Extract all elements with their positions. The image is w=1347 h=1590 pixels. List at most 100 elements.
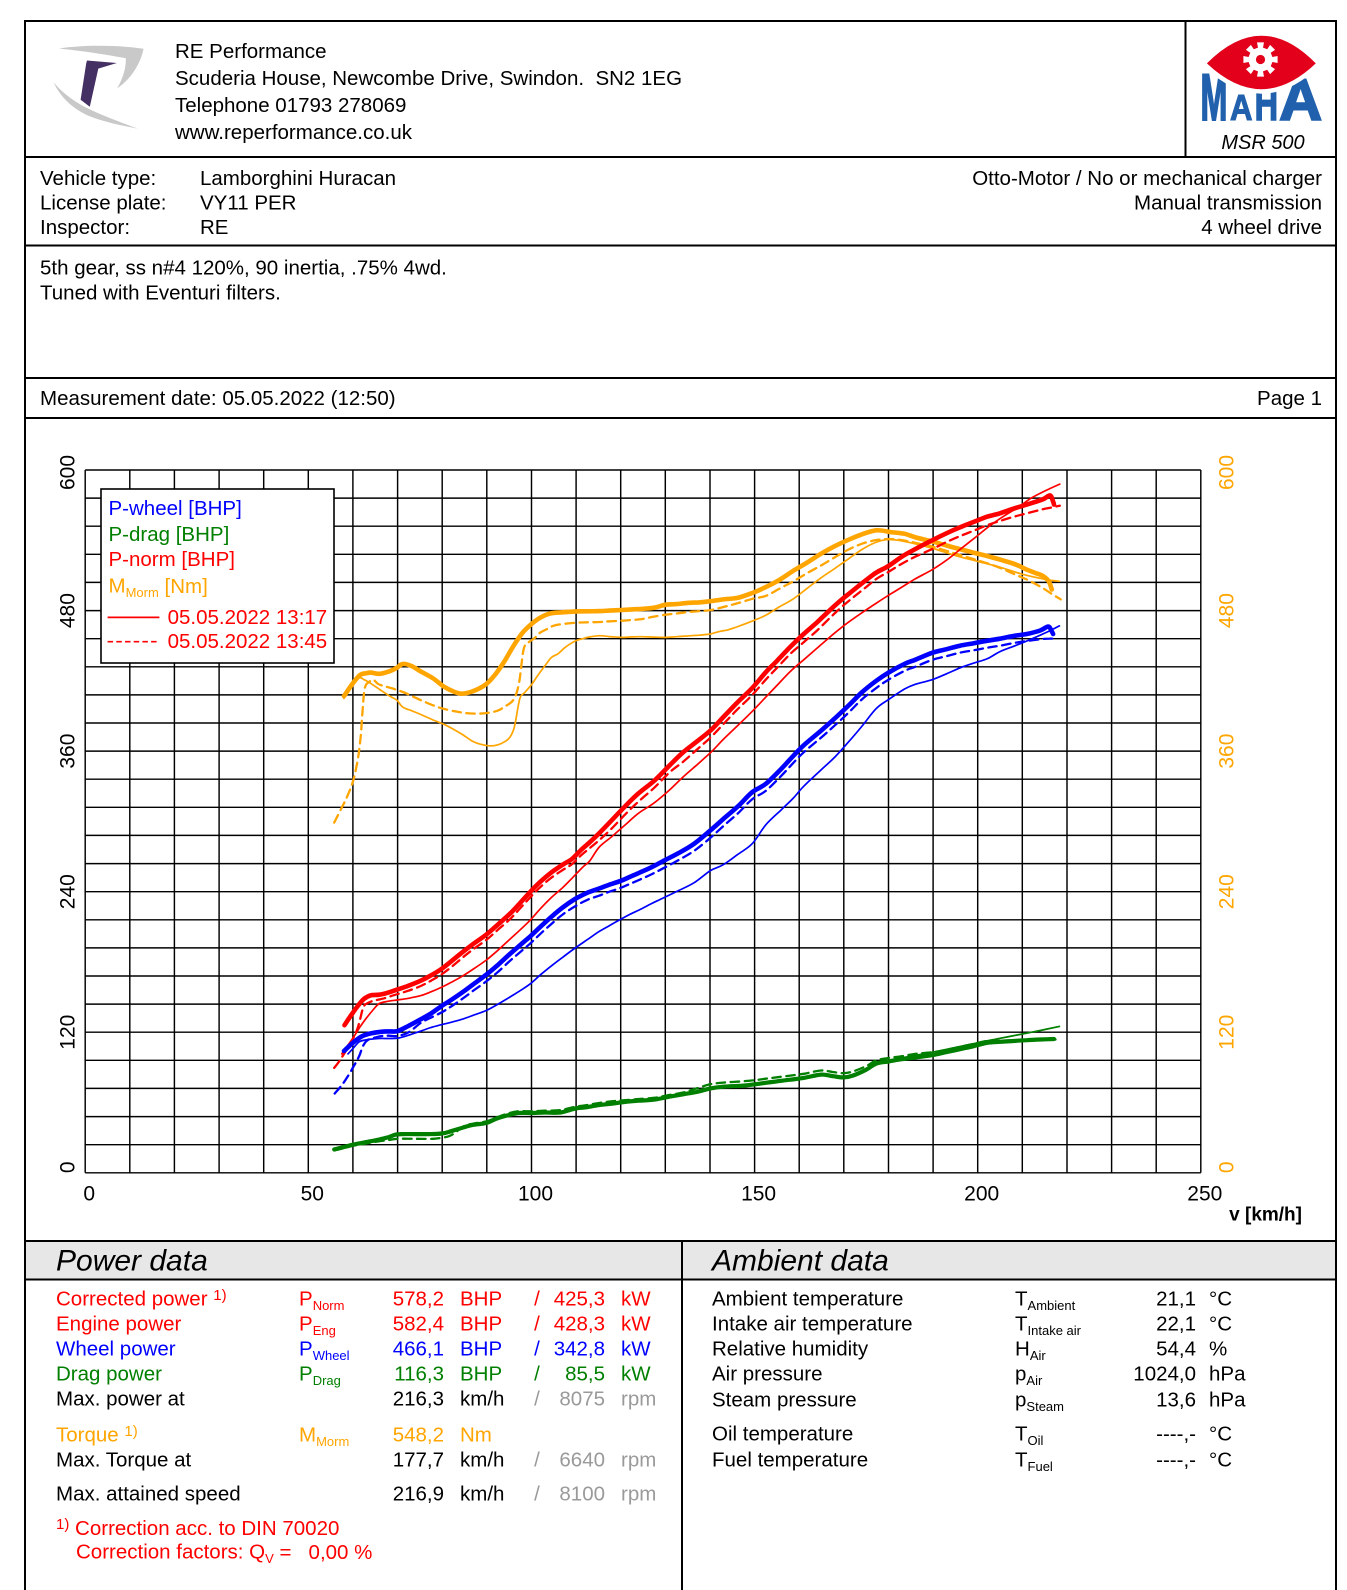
svg-text:Corrected power 1): Corrected power 1) (56, 1287, 227, 1311)
svg-text:Lamborghini Huracan: Lamborghini Huracan (200, 167, 396, 190)
svg-text:/: / (534, 1313, 540, 1336)
svg-text:P-drag [BHP]: P-drag [BHP] (109, 523, 230, 546)
svg-text:0: 0 (1216, 1161, 1239, 1173)
svg-text:MSR 500: MSR 500 (1221, 132, 1304, 154)
svg-text:480: 480 (1216, 593, 1239, 628)
svg-text:120: 120 (1216, 1015, 1239, 1050)
svg-text:PEng: PEng (299, 1313, 336, 1338)
svg-text:480: 480 (57, 593, 80, 628)
svg-text:428,3: 428,3 (554, 1313, 605, 1336)
svg-text:P-norm [BHP]: P-norm [BHP] (109, 548, 235, 571)
svg-text:MMorm [Nm]: MMorm [Nm] (109, 575, 208, 600)
svg-text:/: / (534, 1338, 540, 1361)
svg-text:Otto-Motor / No or mechanical: Otto-Motor / No or mechanical charger (972, 167, 1322, 190)
svg-text:rpm: rpm (621, 1483, 656, 1506)
svg-text:200: 200 (964, 1183, 999, 1206)
svg-text:/: / (534, 1288, 540, 1311)
svg-text:Air pressure: Air pressure (712, 1363, 823, 1386)
svg-text:----,-: ----,- (1156, 1423, 1196, 1446)
svg-text:1024,0: 1024,0 (1133, 1363, 1196, 1386)
svg-text:Torque 1): Torque 1) (56, 1423, 138, 1447)
svg-text:0: 0 (83, 1183, 95, 1206)
svg-text:Steam pressure: Steam pressure (712, 1389, 857, 1412)
svg-text:Inspector:: Inspector: (40, 216, 130, 239)
svg-text:54,4: 54,4 (1156, 1338, 1196, 1361)
svg-text:hPa: hPa (1209, 1389, 1246, 1412)
svg-text:PWheel: PWheel (299, 1338, 350, 1363)
svg-text:Engine power: Engine power (56, 1313, 182, 1336)
svg-text:TIntake air: TIntake air (1015, 1313, 1082, 1338)
svg-text:License plate:: License plate: (40, 192, 167, 215)
svg-text:Relative humidity: Relative humidity (712, 1338, 869, 1361)
svg-text:RE Performance: RE Performance (175, 40, 327, 63)
svg-text:km/h: km/h (460, 1483, 504, 1506)
svg-text:www.reperformance.co.uk: www.reperformance.co.uk (174, 121, 413, 144)
svg-text:582,4: 582,4 (393, 1313, 444, 1336)
svg-text:50: 50 (301, 1183, 324, 1206)
svg-text:Drag power: Drag power (56, 1363, 162, 1386)
svg-text:kW: kW (621, 1313, 651, 1336)
svg-text:----,-: ----,- (1156, 1449, 1196, 1472)
svg-text:466,1: 466,1 (393, 1338, 444, 1361)
svg-text:342,8: 342,8 (554, 1338, 605, 1361)
svg-text:Scuderia House, Newcombe Drive: Scuderia House, Newcombe Drive, Swindon.… (175, 67, 682, 90)
svg-text:8100: 8100 (559, 1483, 605, 1506)
svg-text:rpm: rpm (621, 1449, 656, 1472)
svg-text:Wheel power: Wheel power (56, 1338, 176, 1361)
svg-text:Nm: Nm (460, 1424, 492, 1447)
svg-text:Ambient data: Ambient data (710, 1245, 889, 1278)
svg-text:km/h: km/h (460, 1388, 504, 1411)
svg-text:PNorm: PNorm (299, 1288, 344, 1313)
svg-text:240: 240 (57, 874, 80, 909)
svg-text:BHP: BHP (460, 1338, 502, 1361)
svg-text:TFuel: TFuel (1015, 1449, 1053, 1474)
svg-text:/: / (534, 1388, 540, 1411)
svg-text:Max. attained speed: Max. attained speed (56, 1483, 241, 1506)
svg-text:Telephone 01793 278069: Telephone 01793 278069 (175, 94, 406, 117)
svg-text:Correction factors: QV = 0,0: Correction factors: QV = 0,00 % (76, 1541, 372, 1566)
svg-text:Tuned with Eventuri filters.: Tuned with Eventuri filters. (40, 282, 281, 305)
svg-text:Intake air temperature: Intake air temperature (712, 1313, 913, 1336)
svg-text:Page 1: Page 1 (1257, 387, 1322, 410)
svg-text:Power data: Power data (56, 1245, 208, 1278)
svg-text:85,5: 85,5 (565, 1363, 605, 1386)
svg-text:rpm: rpm (621, 1388, 656, 1411)
svg-text:Ambient temperature: Ambient temperature (712, 1288, 903, 1311)
svg-text:Vehicle type:: Vehicle type: (40, 167, 156, 190)
svg-text:8075: 8075 (559, 1388, 605, 1411)
svg-text:5th gear, ss n#4 120%, 90 iner: 5th gear, ss n#4 120%, 90 inertia, .75% … (40, 257, 447, 280)
svg-text:pSteam: pSteam (1015, 1389, 1064, 1414)
svg-text:/: / (534, 1449, 540, 1472)
svg-text:BHP: BHP (460, 1313, 502, 1336)
svg-text:Max. power at: Max. power at (56, 1388, 185, 1411)
svg-text:/: / (534, 1363, 540, 1386)
svg-text:v [km/h]: v [km/h] (1229, 1205, 1302, 1226)
svg-text:21,1: 21,1 (1156, 1288, 1196, 1311)
svg-text:hPa: hPa (1209, 1363, 1246, 1386)
svg-text:425,3: 425,3 (554, 1288, 605, 1311)
svg-text:250: 250 (1187, 1183, 1222, 1206)
svg-text:13,6: 13,6 (1156, 1389, 1196, 1412)
svg-text:kW: kW (621, 1288, 651, 1311)
svg-text:1) Correction acc. to DIN 7002: 1) Correction acc. to DIN 70020 (56, 1516, 339, 1540)
svg-text:05.05.2022 13:17: 05.05.2022 13:17 (168, 606, 328, 629)
svg-text:600: 600 (57, 455, 80, 490)
svg-text:°C: °C (1209, 1288, 1232, 1311)
svg-text:6640: 6640 (559, 1449, 605, 1472)
svg-text:240: 240 (1216, 874, 1239, 909)
svg-text:216,3: 216,3 (393, 1388, 444, 1411)
svg-text:°C: °C (1209, 1449, 1232, 1472)
svg-text:°C: °C (1209, 1423, 1232, 1446)
svg-text:548,2: 548,2 (393, 1424, 444, 1447)
svg-text:%: % (1209, 1338, 1227, 1361)
svg-text:TOil: TOil (1015, 1423, 1044, 1448)
svg-text:A: A (1230, 88, 1252, 129)
svg-text:pAir: pAir (1015, 1363, 1043, 1388)
svg-text:kW: kW (621, 1338, 651, 1361)
svg-text:0: 0 (57, 1161, 80, 1173)
svg-text:600: 600 (1216, 455, 1239, 490)
svg-text:Manual transmission: Manual transmission (1134, 192, 1322, 215)
svg-text:Oil temperature: Oil temperature (712, 1423, 853, 1446)
svg-text:120: 120 (57, 1015, 80, 1050)
svg-text:BHP: BHP (460, 1288, 502, 1311)
